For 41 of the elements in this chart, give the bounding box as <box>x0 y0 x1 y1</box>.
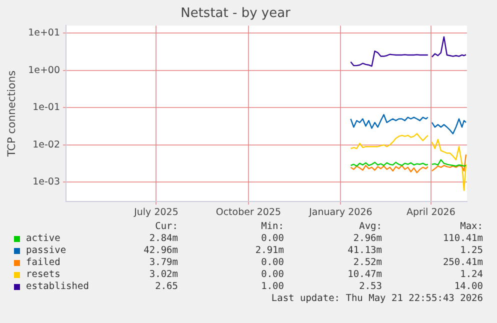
chart-title: Netstat - by year <box>180 6 292 22</box>
legend-label: passive <box>26 245 66 257</box>
text: 42.96m <box>144 245 178 257</box>
text: Min: <box>261 221 284 233</box>
text: 2.91m <box>255 245 284 257</box>
y-axis-title: TCP connections <box>6 70 18 158</box>
text: 0.00 <box>261 269 284 281</box>
x-tick-label: April 2026 <box>406 206 456 218</box>
text: 250.41m <box>442 257 483 269</box>
y-tick-label: 1e+00 <box>28 64 60 76</box>
legend-label: active <box>26 233 60 245</box>
text: Max: <box>460 221 483 233</box>
text: 2.96m <box>353 233 382 245</box>
legend-label: established <box>26 281 89 293</box>
x-tick-label: January 2026 <box>308 206 372 218</box>
text: Avg: <box>359 221 382 233</box>
text: 1.25 <box>460 245 483 257</box>
y-tick-label: 1e-01 <box>32 102 60 114</box>
text: 3.02m <box>149 269 178 281</box>
text: 0.00 <box>261 233 284 245</box>
text: 2.65 <box>155 281 178 293</box>
y-tick-label: 1e-02 <box>32 139 60 150</box>
text: 1.24 <box>460 269 483 281</box>
y-tick-label: 1e-03 <box>32 176 60 188</box>
text: Last update: Thu May 21 22:55:43 2026 <box>271 293 483 305</box>
text: 2.52m <box>353 257 382 269</box>
text: Cur: <box>155 221 178 233</box>
text: 1.00 <box>261 281 284 293</box>
text: 41.13m <box>348 245 382 257</box>
text: 0.00 <box>261 257 284 269</box>
text: 14.00 <box>454 281 483 293</box>
text: 3.79m <box>149 257 178 269</box>
x-tick-label: October 2025 <box>216 206 282 218</box>
legend-label: resets <box>26 269 60 281</box>
legend-label: failed <box>26 257 60 269</box>
y-tick-label: 1e+01 <box>28 28 60 39</box>
text: 110.41m <box>442 233 483 245</box>
text: 2.84m <box>149 233 178 245</box>
text: 10.47m <box>348 269 382 281</box>
x-tick-label: July 2025 <box>133 206 178 218</box>
text: 2.53 <box>359 281 382 293</box>
